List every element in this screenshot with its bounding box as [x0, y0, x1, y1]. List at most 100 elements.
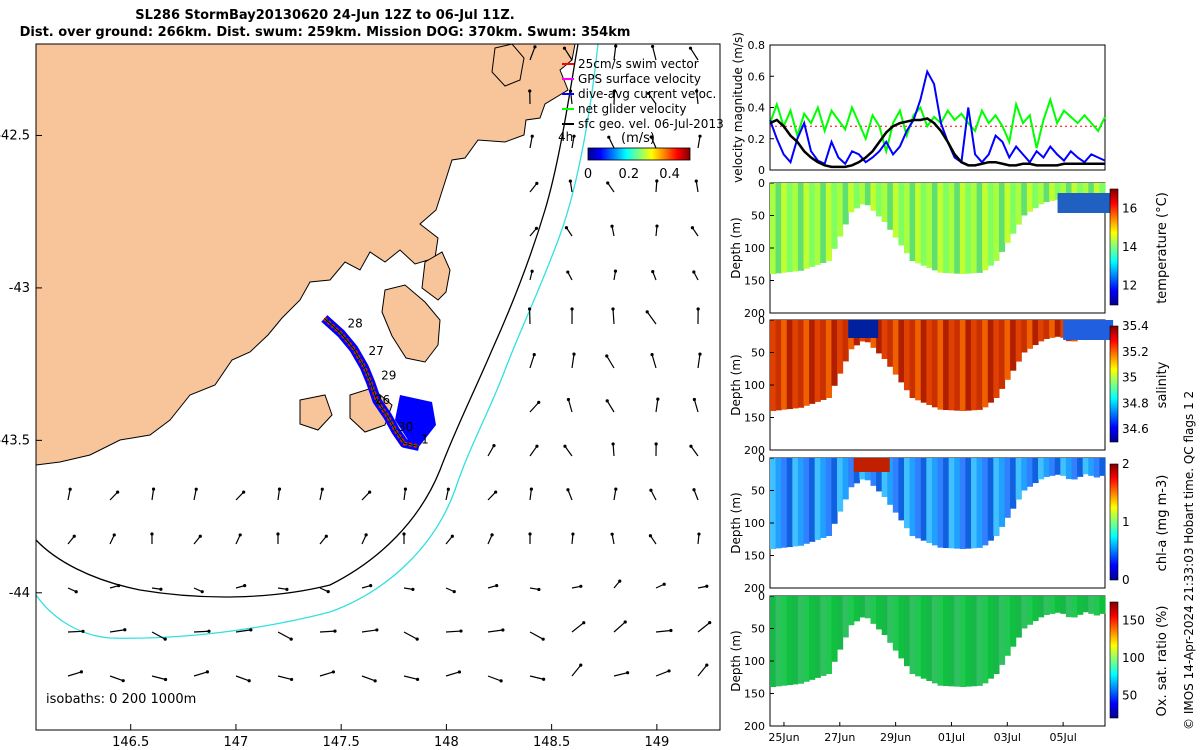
x-tick-label: 146.5 — [112, 735, 149, 750]
section-column — [971, 596, 978, 687]
velocity-arrow-head — [669, 628, 673, 633]
velocity-arrow — [277, 675, 292, 681]
velocity-arrow-head — [403, 487, 408, 491]
depth-tick-label: 0 — [758, 314, 765, 327]
velocity-series-line — [769, 117, 1105, 169]
section-column — [1049, 183, 1056, 201]
section-column — [909, 596, 916, 674]
section-column — [909, 458, 916, 536]
depth-axis-label: Depth (m) — [729, 354, 743, 415]
velocity-arrow — [487, 491, 497, 501]
velocity-arrow-head — [623, 620, 627, 624]
velocity-arrow-head — [614, 44, 618, 48]
section-column — [982, 320, 989, 408]
section-column — [837, 320, 844, 374]
section-column — [898, 596, 905, 659]
velocity-arrow — [652, 46, 657, 61]
section-column — [770, 596, 777, 687]
colorbar-tick-label: 16 — [1122, 201, 1137, 215]
section-column — [814, 320, 821, 402]
colorbar-tick-label: 1 — [1122, 515, 1130, 529]
section-column — [948, 458, 955, 549]
velocity-arrow-head — [690, 226, 695, 230]
velocity-arrow — [697, 136, 701, 149]
velocity-arrow-head — [611, 307, 615, 311]
section-column — [1026, 320, 1034, 349]
velocity-arrow-head — [450, 534, 454, 538]
velocity-arrow — [109, 675, 124, 682]
velocity-arrow — [563, 47, 573, 61]
day-label: 28 — [347, 317, 362, 331]
depth-tick-label: 50 — [751, 347, 765, 360]
depth-tick-label: 50 — [751, 210, 765, 223]
velocity-arrow-head — [494, 490, 498, 494]
time-tick-label: 03Jul — [994, 731, 1021, 744]
velocity-arrow — [655, 225, 658, 237]
velocity-arrow-head — [566, 488, 570, 492]
section-column — [1060, 183, 1067, 201]
velocity-arrow-head — [689, 444, 693, 448]
velocity-arrow-head — [200, 590, 204, 594]
velocity-arrow-head — [568, 179, 572, 183]
velocity-arrow-head — [534, 226, 539, 230]
cool-water-patch — [1057, 193, 1118, 213]
time-tick-label: 01Jul — [938, 731, 965, 744]
velocity-arrow-head — [692, 397, 696, 402]
velocity-arrow-head — [651, 270, 655, 274]
velocity-arrow — [529, 401, 540, 413]
depth-axis-label: Depth (m) — [729, 492, 743, 553]
section-column — [781, 596, 788, 686]
section-column — [909, 320, 916, 398]
velocity-arrow-head — [648, 534, 653, 538]
isobath-200m — [36, 44, 579, 598]
velocity-arrow-head — [459, 629, 463, 633]
velocity-arrow-head — [579, 663, 583, 667]
velocity-arrow-head — [542, 677, 546, 681]
section-column — [926, 183, 933, 269]
velocity-arrow — [277, 631, 292, 640]
section-column — [1093, 183, 1101, 203]
velocity-arrow-head — [530, 269, 534, 273]
section-colorbar — [1109, 325, 1119, 443]
velocity-arrow — [612, 443, 615, 457]
section-column — [1038, 596, 1045, 618]
section-column — [1054, 320, 1061, 337]
velocity-arrow — [571, 622, 585, 633]
section-column — [920, 596, 927, 679]
velocity-arrow-head — [289, 677, 294, 682]
section-column — [1077, 596, 1084, 615]
section-column — [976, 596, 983, 686]
section-column — [831, 458, 838, 524]
velocity-arrow-head — [289, 637, 293, 641]
section-column — [959, 183, 967, 274]
section-column — [775, 320, 782, 411]
section-column — [959, 596, 967, 687]
velocity-arrow-head — [499, 679, 503, 683]
velocity-arrow-head — [324, 534, 328, 538]
velocity-arrow-head — [415, 677, 420, 681]
legend-label: 25cm/s swim vector — [578, 57, 699, 71]
section-column — [976, 458, 983, 548]
velocity-arrow-head — [501, 628, 505, 632]
section-column — [1026, 596, 1034, 625]
section-column — [809, 458, 816, 542]
velocity-arrow-head — [645, 310, 649, 314]
section-column — [1071, 596, 1078, 618]
velocity-arrow-head — [650, 44, 655, 49]
section-column — [926, 596, 933, 682]
section-column — [1071, 458, 1078, 480]
section-column — [915, 596, 922, 677]
section-column — [1004, 183, 1011, 243]
section-column — [1060, 596, 1067, 614]
velocity-arrow — [319, 535, 327, 545]
velocity-arrow — [655, 399, 659, 413]
section-column — [965, 596, 972, 687]
velocity-arrow-head — [694, 179, 698, 183]
x-tick-label: 147 — [224, 735, 249, 750]
section-column — [1065, 458, 1073, 480]
colorbar-tick-label: 2 — [1122, 457, 1130, 471]
section-column — [920, 320, 927, 403]
section-column — [864, 596, 872, 619]
velocity-arrow — [613, 672, 628, 677]
